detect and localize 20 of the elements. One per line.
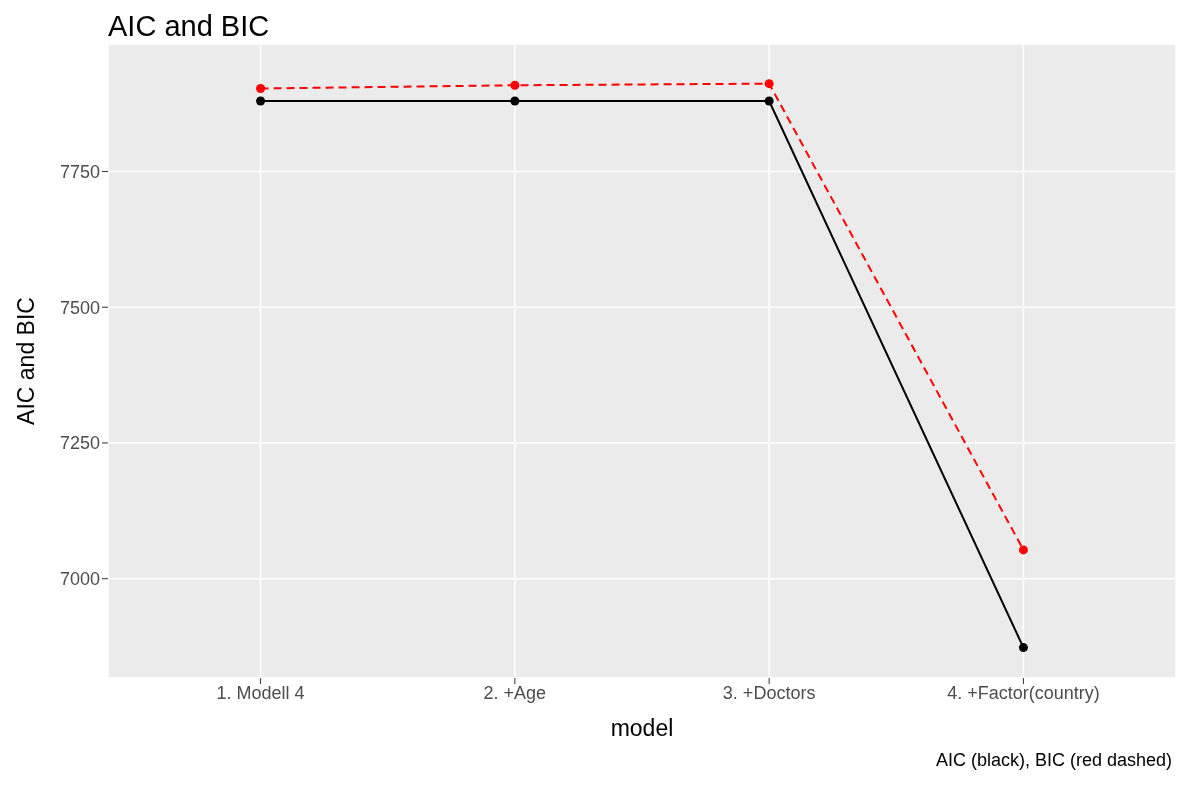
y-tick-label: 7500	[59, 297, 100, 318]
x-tick-label: 4. +Factor(country)	[947, 682, 1100, 703]
y-tick-label: 7000	[59, 569, 100, 590]
x-tick-label: 1. Modell 4	[216, 682, 305, 703]
point	[510, 80, 520, 90]
point	[764, 96, 774, 106]
point	[1018, 545, 1028, 555]
text: AIC (black), BIC (red dashed)	[934, 750, 1173, 771]
point	[510, 96, 520, 106]
point	[1018, 643, 1028, 653]
point	[256, 96, 266, 106]
point	[256, 84, 266, 94]
x-axis-title: model	[610, 715, 674, 741]
y-tick-label: 7750	[59, 161, 100, 182]
point	[764, 79, 774, 89]
y-axis-title: AIC and BIC	[13, 297, 40, 425]
y-tick-label: 7250	[59, 433, 100, 454]
x-tick-label: 2. +Age	[483, 682, 547, 703]
chart-title: AIC and BIC	[108, 9, 271, 44]
x-tick-label: 3. +Doctors	[722, 682, 816, 703]
